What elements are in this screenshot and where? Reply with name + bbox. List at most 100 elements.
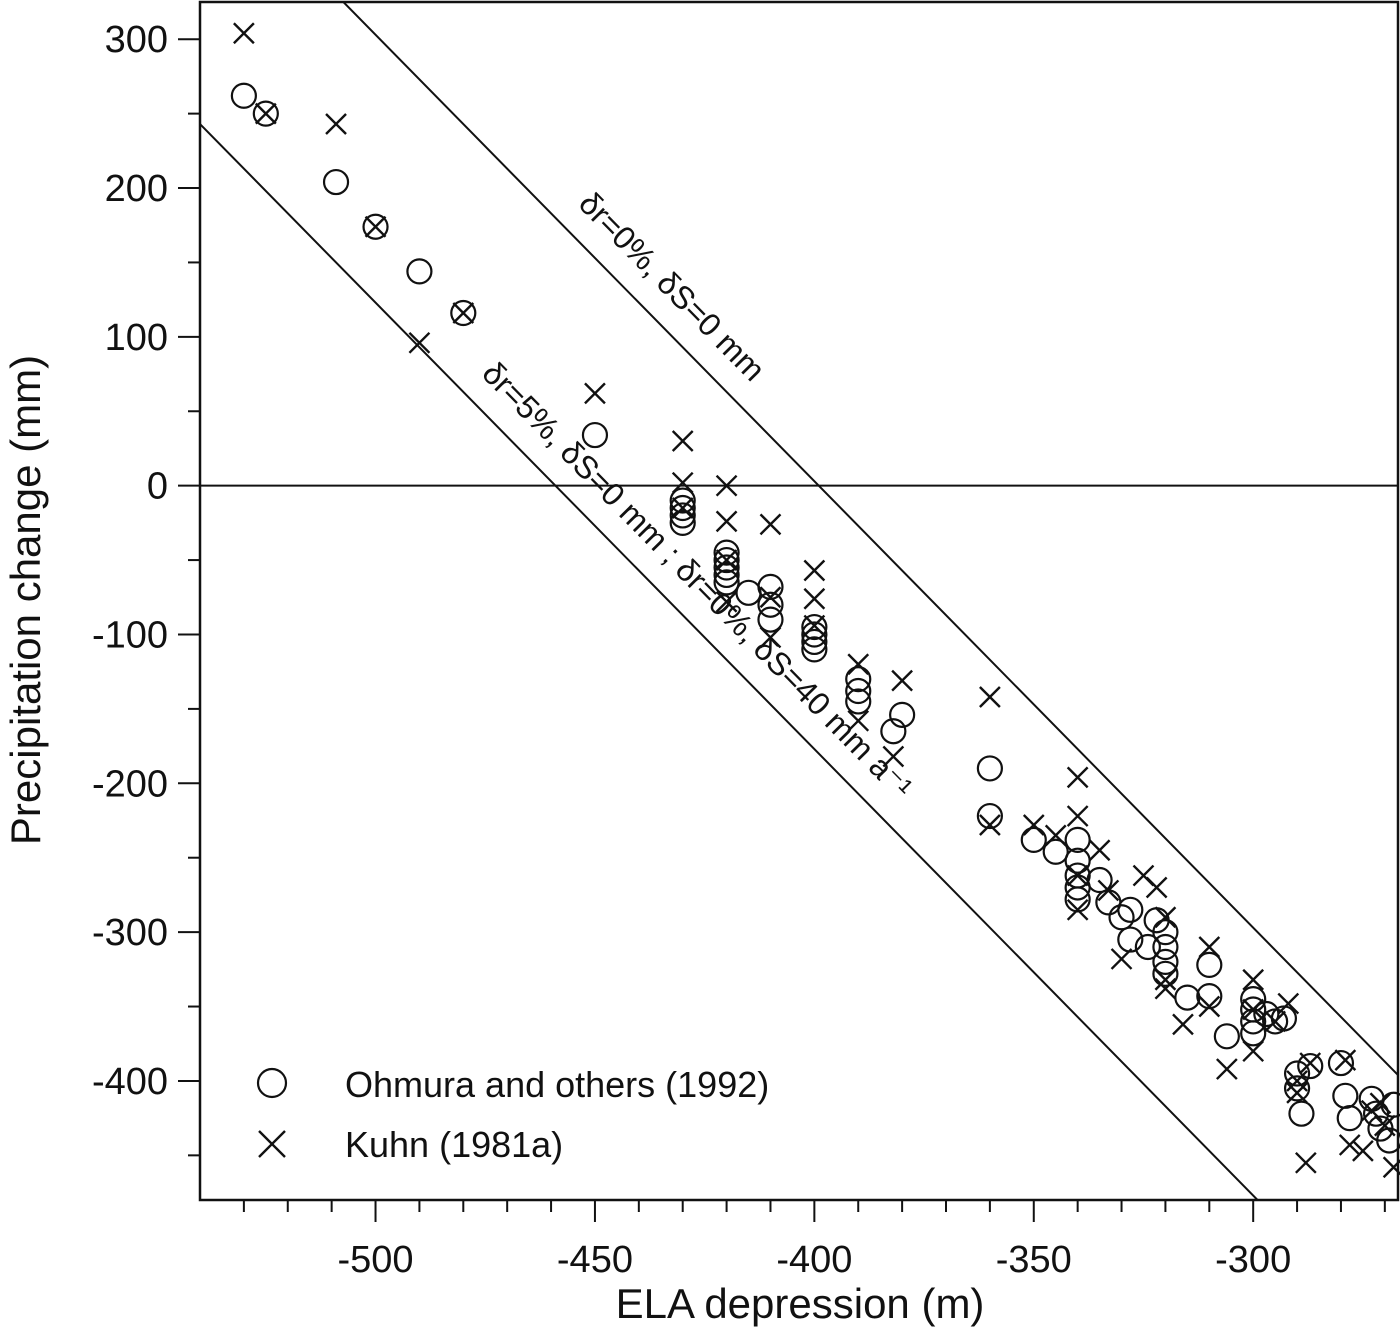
cross-stroke (1373, 1114, 1396, 1137)
data-point-circle (757, 606, 784, 633)
data-point-cross (891, 669, 913, 692)
x-tick-label: -400 (776, 1239, 852, 1281)
data-point-circle (1117, 896, 1144, 923)
data-point-cross (671, 471, 694, 494)
data-point-circle (713, 539, 740, 566)
data-point-circle (1095, 889, 1122, 916)
data-point-circle (1288, 1100, 1315, 1127)
data-point-cross (882, 745, 905, 768)
data-point-circle (362, 213, 389, 240)
data-point-circle (845, 688, 872, 715)
cross-stroke (891, 669, 913, 692)
data-point-cross (584, 382, 606, 405)
data-point-cross (1382, 1156, 1400, 1179)
data-point-cross (1066, 898, 1089, 921)
cross-stroke (254, 102, 277, 125)
cross-stroke (759, 626, 782, 649)
data-point-cross (847, 653, 870, 676)
data-point-cross (1286, 1070, 1308, 1092)
data-point-circle (1327, 1049, 1355, 1077)
cross-stroke (715, 549, 738, 571)
data-point-circle (845, 677, 872, 705)
cross-stroke (1154, 968, 1177, 991)
legend-label-ohmura: Ohmura and others (1992) (345, 1064, 769, 1105)
cross-stroke (847, 709, 870, 732)
cross-stroke (979, 814, 1001, 836)
data-point-circle (230, 82, 257, 109)
data-point-circle (1283, 1060, 1311, 1087)
data-point-cross (715, 549, 738, 571)
data-point-cross (715, 474, 738, 497)
cross-stroke (1145, 876, 1168, 899)
cross-stroke (1022, 814, 1045, 836)
legend-circle-marker (256, 1067, 288, 1099)
data-point-circle (1336, 1105, 1363, 1132)
data-point-cross (1216, 1058, 1238, 1080)
x-tick-label: -350 (996, 1239, 1072, 1281)
data-point-circle (1042, 838, 1069, 865)
cross-stroke (1066, 805, 1089, 827)
data-point-cross (1066, 864, 1089, 887)
data-point-circle (669, 502, 696, 529)
reference-line-2 (200, 123, 1259, 1200)
data-point-circle (713, 554, 740, 581)
data-point-cross (1277, 992, 1300, 1015)
data-point-cross (1242, 968, 1265, 991)
y-tick-label: 100 (105, 317, 168, 359)
data-point-circle (1020, 826, 1047, 853)
cross-stroke (715, 510, 738, 533)
data-point-circle (1196, 983, 1223, 1010)
data-point-circle (322, 168, 350, 196)
data-point-circle (713, 546, 740, 574)
cross-stroke (671, 471, 694, 494)
x-tick-label: -500 (337, 1239, 413, 1281)
data-point-cross (1352, 1140, 1374, 1162)
data-point-cross (325, 113, 347, 135)
data-point-cross (847, 709, 870, 732)
y-tick-label: 200 (105, 168, 168, 210)
data-point-circle (1152, 919, 1179, 946)
cross-stroke (1382, 1159, 1400, 1179)
data-point-circle (801, 621, 828, 648)
data-point-cross (759, 513, 782, 536)
cross-stroke (979, 686, 1001, 708)
cross-stroke (325, 113, 347, 135)
y-tick-label: -300 (92, 912, 168, 954)
data-point-circle (1240, 1020, 1267, 1047)
reference-lines (200, 2, 1398, 1200)
reference-line-label-2: δr=5%, δS=0 mm ; δr=0%, δS=40 mm a⁻¹ (475, 355, 919, 806)
data-point-circle (1196, 951, 1223, 978)
data-point-circle (757, 591, 784, 618)
legend: Ohmura and others (1992) Kuhn (1981a) (256, 1064, 769, 1165)
data-point-circle (713, 569, 740, 596)
data-point-cross (803, 587, 826, 610)
cross-stroke (1097, 879, 1120, 902)
data-points (230, 22, 1400, 1179)
data-point-circle (1134, 933, 1161, 961)
data-point-circle (1064, 847, 1091, 874)
data-point-cross (759, 626, 782, 649)
data-point-cross (1242, 998, 1265, 1021)
data-point-cross (1097, 879, 1120, 902)
data-point-circle (669, 487, 696, 514)
cross-stroke (715, 590, 738, 613)
data-point-circle (1152, 960, 1179, 987)
data-point-cross (364, 215, 387, 238)
data-point-cross (1154, 968, 1177, 991)
cross-stroke (715, 474, 738, 497)
data-point-cross (1154, 977, 1177, 1000)
data-point-cross (671, 430, 694, 452)
y-tick-label: 0 (147, 466, 168, 508)
data-point-cross (1088, 839, 1111, 862)
data-point-circle (976, 755, 1003, 782)
series-kuhn (233, 22, 1400, 1179)
cross-stroke (408, 331, 431, 354)
cross-stroke (1110, 948, 1133, 970)
data-point-circle (801, 628, 828, 656)
cross-stroke (1066, 864, 1089, 887)
data-point-cross (803, 614, 826, 637)
data-point-cross (1264, 1010, 1286, 1033)
cross-stroke (882, 745, 905, 768)
data-point-circle (1297, 1052, 1324, 1080)
